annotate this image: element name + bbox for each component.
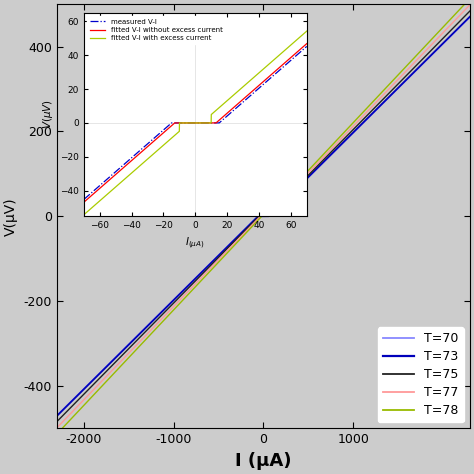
T=77 [467,2,473,8]
T=75 [360,117,366,122]
T=73 [299,181,304,187]
T=77 [75,403,81,409]
T=78 [299,175,304,181]
T=70 [317,164,322,170]
T=77 [54,425,60,430]
T=70 [299,182,304,187]
X-axis label: I (μA): I (μA) [235,452,292,470]
T=77 [317,159,322,164]
T=70 [75,392,81,398]
T=73 [75,392,81,398]
T=73 [204,264,210,270]
T=70 [467,14,473,20]
T=75 [204,267,210,273]
Line: T=73: T=73 [57,17,470,416]
T=73 [317,164,322,169]
T=78 [360,109,366,115]
T=75 [54,419,60,424]
T=78 [382,86,388,91]
T=75 [382,94,388,100]
T=78 [467,0,473,1]
T=73 [54,413,60,419]
T=70 [360,120,366,126]
T=78 [75,409,81,415]
T=78 [54,431,60,437]
T=78 [204,272,210,278]
T=77 [299,177,304,183]
Line: T=70: T=70 [57,17,470,415]
T=78 [317,156,322,162]
T=77 [382,90,388,96]
T=73 [467,14,473,19]
T=75 [299,180,304,185]
Legend: T=70, T=73, T=75, T=77, T=78: T=70, T=73, T=75, T=77, T=78 [378,327,464,422]
T=75 [467,8,473,14]
Line: T=77: T=77 [57,5,470,428]
Line: T=75: T=75 [57,11,470,421]
Y-axis label: V(μV): V(μV) [4,197,18,236]
T=75 [317,161,322,167]
T=77 [360,113,366,119]
T=75 [75,398,81,403]
Line: T=78: T=78 [57,0,470,434]
T=77 [204,269,210,275]
T=73 [360,120,366,126]
T=70 [54,412,60,418]
T=70 [382,99,388,104]
T=70 [204,264,210,270]
T=73 [382,98,388,104]
